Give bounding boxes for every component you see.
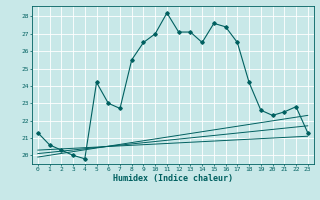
X-axis label: Humidex (Indice chaleur): Humidex (Indice chaleur) [113, 174, 233, 183]
